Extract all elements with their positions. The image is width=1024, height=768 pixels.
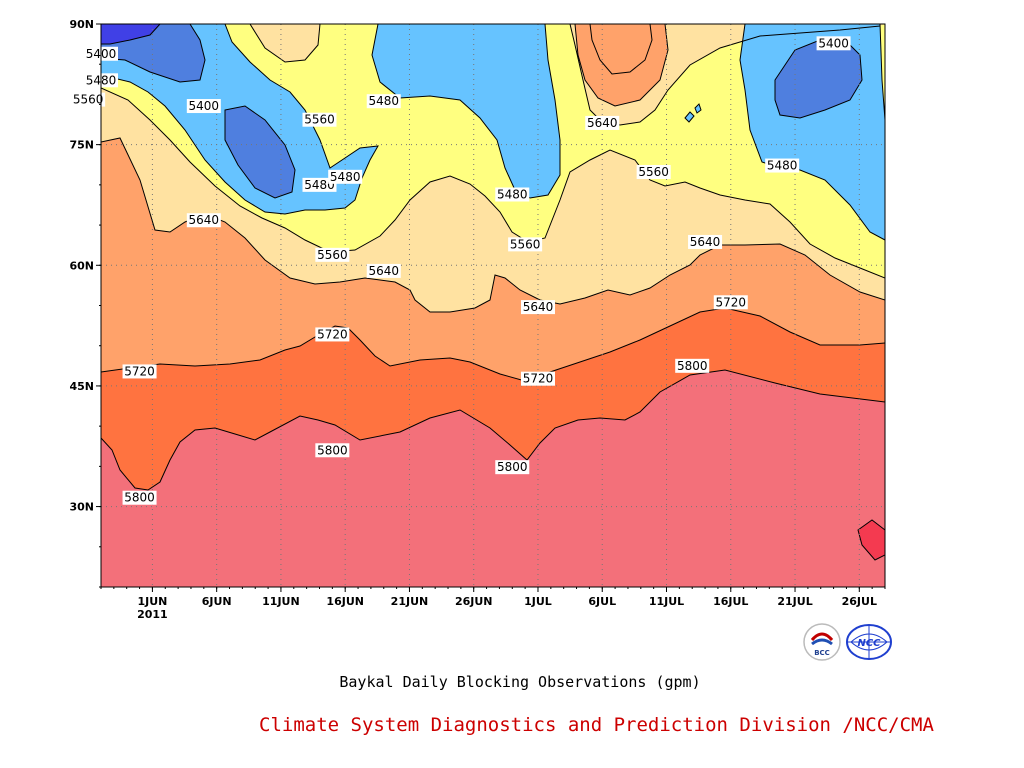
contour-label-text: 5800 [317, 443, 348, 457]
band-5320-5400-b [225, 106, 295, 198]
x-tick-label: 16JUN [326, 595, 364, 608]
contour-label-text: 5560 [73, 93, 104, 107]
contour-label-text: 5400 [189, 99, 220, 113]
contour-label-text: 5720 [124, 364, 155, 378]
contour-label: 5640 [366, 263, 401, 278]
x-tick-label: 11JUL [649, 595, 684, 608]
contour-label: 5400 [186, 99, 221, 114]
contour-label: 5560 [315, 248, 350, 262]
x-tick-label: 16JUL [713, 595, 748, 608]
y-tick-label: 30N [69, 501, 94, 514]
y-tick-label: 60N [69, 259, 94, 272]
bcc-logo: BCC [803, 623, 841, 661]
contour-label-text: 5800 [497, 460, 528, 474]
contour-label: 5560 [302, 112, 337, 127]
band-5320-5400-c [775, 40, 862, 118]
x-tick-label: 21JUL [777, 595, 812, 608]
x-tick-label: 26JUL [842, 595, 877, 608]
x-axis: 1JUN 6JUN 11JUN 16JUN 21JUN 26JUN 1JUL 6JUL 11JU… [100, 587, 886, 621]
contour-label: 5800 [675, 358, 710, 373]
band-5480-5560 [101, 24, 885, 278]
contour-label: 5720 [520, 371, 555, 386]
contour-label-text: 5640 [523, 300, 554, 314]
contour-label: 5480 [302, 177, 337, 192]
contour-label-text: 5640 [690, 235, 721, 249]
contour-label-text: 5480 [304, 178, 335, 192]
band-5400-5480-b [372, 24, 560, 198]
band-5800-5880 [858, 520, 885, 560]
contour-label: 5480 [328, 169, 363, 184]
grid-lines [101, 24, 885, 587]
y-tick-label: 45N [69, 380, 94, 393]
contour-label: 5560 [508, 237, 543, 252]
contour-label: 5560 [636, 164, 671, 179]
chart-caption: Baykal Daily Blocking Observations (gpm) [339, 673, 701, 691]
contour-label: 5480 [366, 94, 401, 109]
x-tick-label: 1JUL [524, 595, 552, 608]
contour-label-text: 5560 [317, 248, 348, 262]
contour-label: 5720 [315, 327, 350, 342]
contour-label: 5720 [122, 364, 157, 379]
contour-label: 5480 [765, 158, 800, 173]
contour-label: 5560 [71, 92, 106, 107]
contour-label: 5800 [122, 490, 157, 505]
contour-label: 5800 [495, 460, 530, 475]
contour-label-text: 5640 [368, 264, 399, 278]
contour-label-text: 5640 [189, 213, 220, 227]
band-5560-5640-b [250, 24, 320, 62]
contour-label: 5640 [520, 300, 555, 315]
x-tick-label: 11JUN [262, 595, 300, 608]
contour-label: 5400 [816, 36, 851, 51]
contour-label-text: 5480 [497, 188, 528, 202]
contour-label: 5640 [186, 213, 221, 228]
x-tick-label: 21JUN [391, 595, 429, 608]
contour-label-text: 5640 [587, 116, 618, 130]
contour-label: 5800 [315, 443, 350, 458]
contour-label-text: 5480 [368, 94, 399, 108]
contour-label: 5640 [688, 234, 723, 249]
credit-line: Climate System Diagnostics and Predictio… [259, 714, 934, 736]
y-axis: 30N 45N 60N 75N 90N [69, 18, 101, 588]
contour-label: 5720 [713, 295, 748, 310]
y-tick-label: 90N [69, 18, 94, 31]
contour-label-text: 5560 [510, 237, 541, 251]
contour-label-text: 5720 [715, 295, 746, 309]
x-tick-label: 6JUL [588, 595, 616, 608]
contour-label-text: 5720 [523, 372, 554, 386]
x-tick-label: 6JUN [202, 595, 232, 608]
contour-label: 5640 [585, 115, 620, 130]
x-tick-label: 1JUN [137, 595, 167, 608]
contour-label-text: 5720 [317, 327, 348, 341]
contour-label-text: 5800 [677, 359, 708, 373]
contour-label: 5480 [495, 187, 530, 202]
x-tick-label: 26JUN [455, 595, 493, 608]
contour-label-text: 5560 [304, 113, 335, 127]
contour-label-text: 5480 [330, 170, 361, 184]
band-lt-5320 [101, 24, 160, 44]
ncc-logo: NCC [846, 624, 892, 660]
ncc-logo-text: NCC [857, 638, 881, 649]
y-tick-label: 75N [69, 139, 94, 152]
contour-label-text: 5560 [638, 165, 669, 179]
x-year-label: 2011 [137, 608, 168, 621]
bcc-logo-text: BCC [814, 649, 830, 657]
band-5640-5720-b [575, 24, 668, 106]
contour-label-text: 5800 [124, 491, 155, 505]
contour-label-text: 5400 [818, 36, 849, 50]
contour-label-text: 5480 [767, 159, 798, 173]
